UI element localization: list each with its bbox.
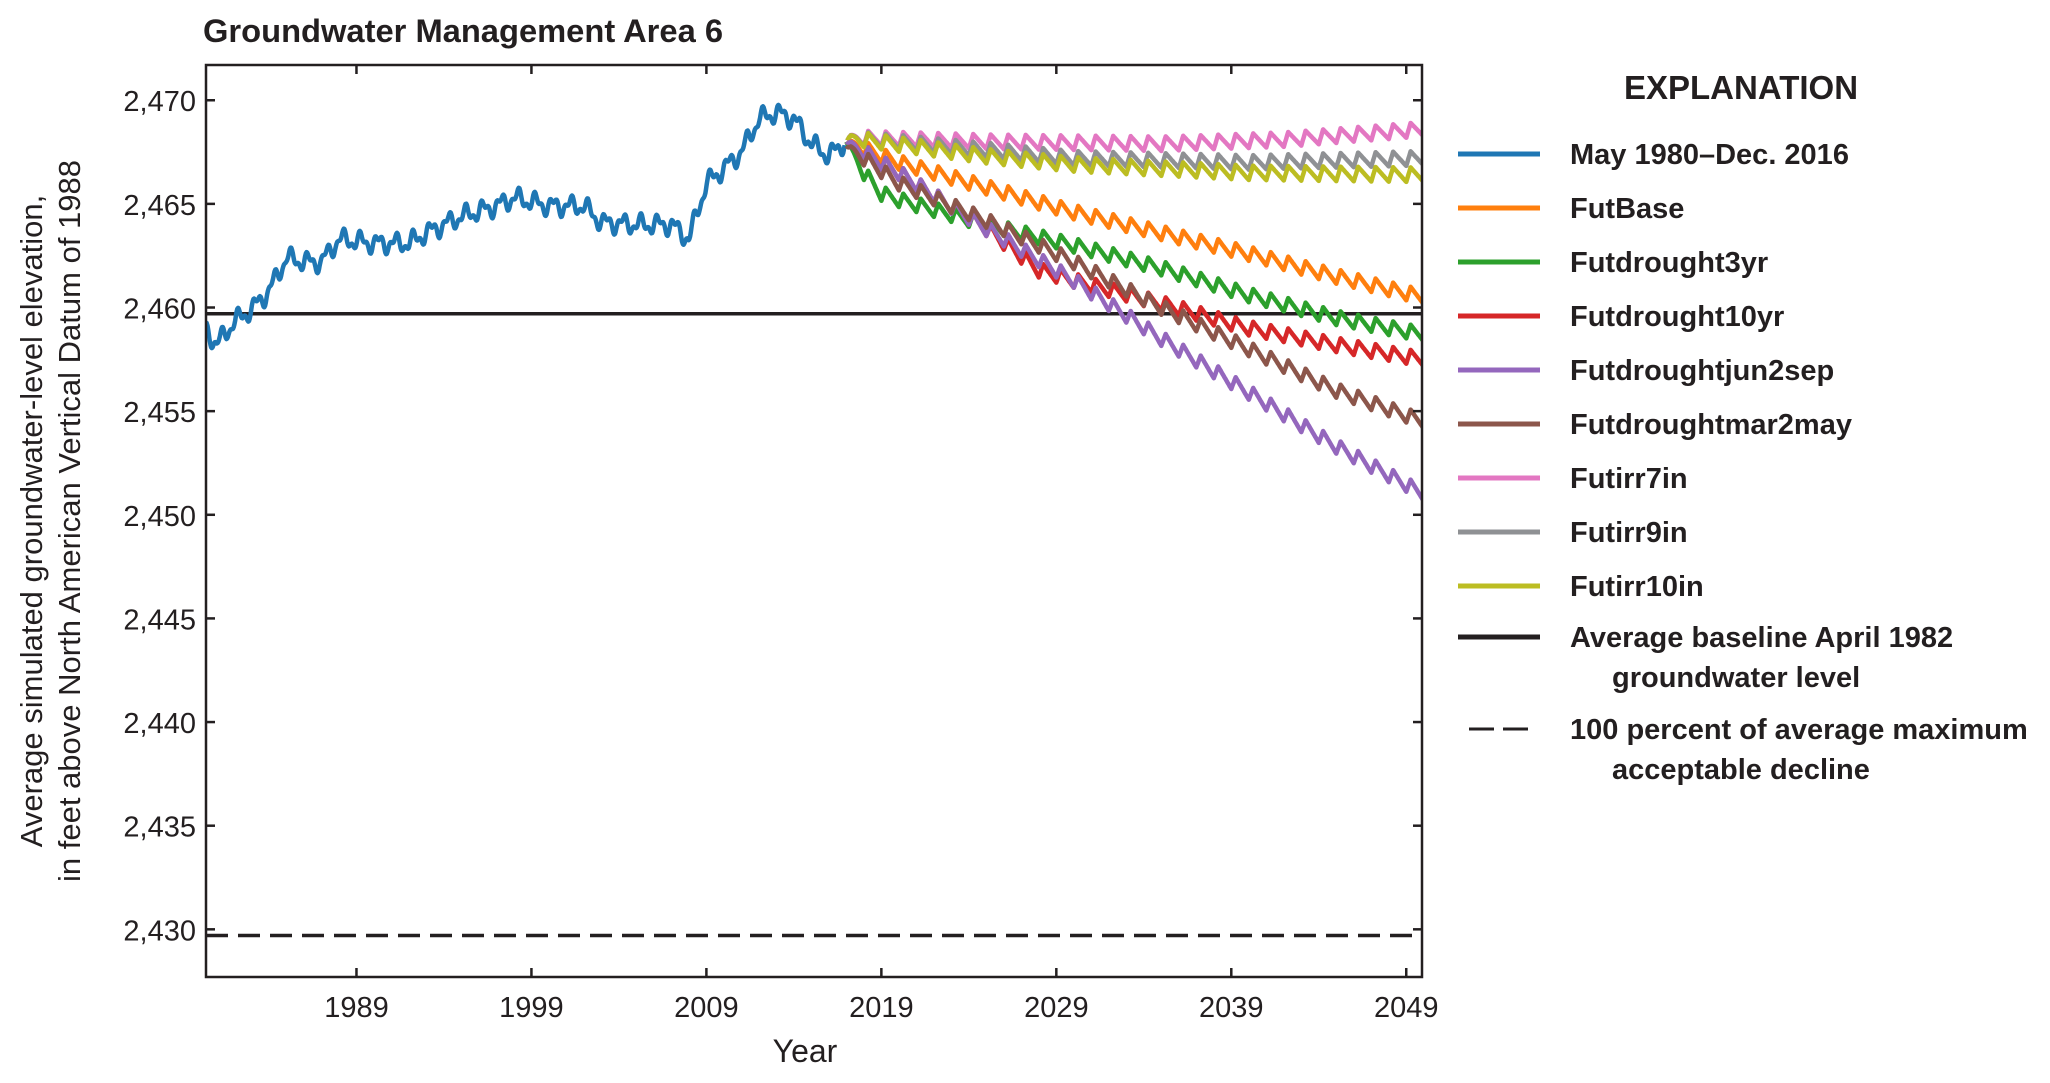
legend-label-ref-1: Average baseline April 1982 [1570,622,1953,654]
series-group [206,102,1422,938]
y-tick-label: 2,445 [123,604,196,636]
chart-title: Groundwater Management Area 6 [203,13,723,49]
y-tick-label: 2,455 [123,397,196,429]
y-tick-label: 2,465 [123,190,196,222]
y-axis-label-line2: in feet above North American Vertical Da… [52,160,87,882]
legend-label-4: Futdrought10yr [1570,301,1784,333]
x-tick-label: 2019 [849,992,914,1024]
legend-label-ref-2: 100 percent of average maximum [1570,714,2028,746]
x-tick-label: 2039 [1199,992,1264,1024]
series-line-9 [844,130,1422,185]
x-tick-label: 2049 [1374,992,1439,1024]
x-tick-label: 1999 [499,992,564,1024]
y-tick-label: 2,435 [123,812,196,844]
y-tick-label: 2,470 [123,86,196,118]
legend-label-2: FutBase [1570,193,1684,225]
x-tick-label: 2029 [1024,992,1089,1024]
series-line-7 [844,120,1422,154]
legend-label-ref-1-cont: groundwater level [1612,662,1860,694]
series-line-8 [844,129,1422,172]
series-line-2 [844,138,1422,306]
legend-label-7: Futirr7in [1570,463,1688,495]
x-axis-label: Year [773,1033,838,1069]
legend-title: EXPLANATION [1624,69,1858,106]
legend-label-5: Futdroughtjun2sep [1570,355,1834,387]
legend-label-9: Futirr10in [1570,571,1704,603]
y-tick-label: 2,460 [123,294,196,326]
y-tick-label: 2,450 [123,501,196,533]
series-line-1 [206,102,847,351]
legend-label-8: Futirr9in [1570,517,1688,549]
y-tick-label: 2,430 [123,915,196,947]
legend-label-ref-2-cont: acceptable decline [1612,754,1870,786]
plot-frame [204,63,1424,979]
series-line-6 [844,144,1422,431]
x-tick-label: 1989 [324,992,389,1024]
legend-label-6: Futdroughtmar2may [1570,409,1852,441]
series-line-3 [844,140,1422,344]
legend-label-3: Futdrought3yr [1570,247,1768,279]
y-tick-label: 2,440 [123,708,196,740]
plot-area: 2,430 2,435 2,440 2,445 2,450 2,455 2,460 2,465… [123,63,1439,1024]
legend: EXPLANATION May 1980–Dec. 2016 FutBase Fut… [1458,69,2028,786]
x-tick-label: 2009 [674,992,739,1024]
y-axis-label-line1: Average simulated groundwater-level elev… [14,195,49,848]
legend-label-1: May 1980–Dec. 2016 [1570,139,1849,171]
